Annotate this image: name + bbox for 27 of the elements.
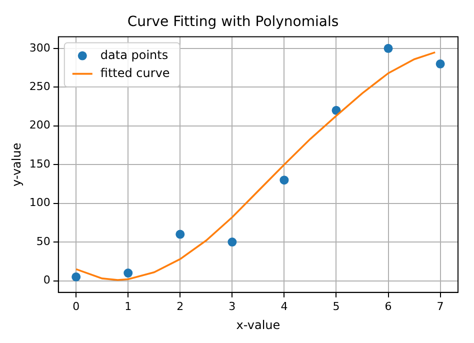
point	[384, 44, 393, 53]
chart-title: Curve Fitting with Polynomials	[127, 14, 339, 30]
point	[228, 238, 237, 247]
x-tick-label: 7	[436, 300, 444, 313]
point	[124, 268, 133, 278]
y-tick-label: 50	[36, 234, 50, 248]
point	[72, 272, 81, 282]
x-tick-label: 1	[124, 300, 132, 313]
point	[280, 176, 289, 185]
y-tick-label: 300	[29, 41, 50, 54]
x-tick-label: 6	[384, 300, 392, 313]
point	[436, 59, 445, 68]
y-tick-label: 250	[29, 80, 50, 94]
y-tick-label: 100	[29, 196, 50, 210]
y-tick-label: 0	[43, 274, 50, 287]
y-axis-title: y-value	[9, 142, 24, 186]
legend-label: fitted curve	[100, 66, 170, 80]
x-tick-label: 5	[332, 300, 340, 313]
x-tick-label: 3	[228, 300, 236, 313]
x-tick-label: 4	[280, 300, 288, 313]
y-tick-label: 200	[29, 118, 50, 132]
x-axis-title: x-value	[236, 318, 280, 332]
y-tick-label: 150	[29, 157, 50, 170]
x-tick-label: 2	[176, 300, 184, 313]
x-tick-label: 0	[72, 300, 80, 313]
point	[176, 230, 185, 239]
legend-label: data points	[100, 48, 168, 62]
